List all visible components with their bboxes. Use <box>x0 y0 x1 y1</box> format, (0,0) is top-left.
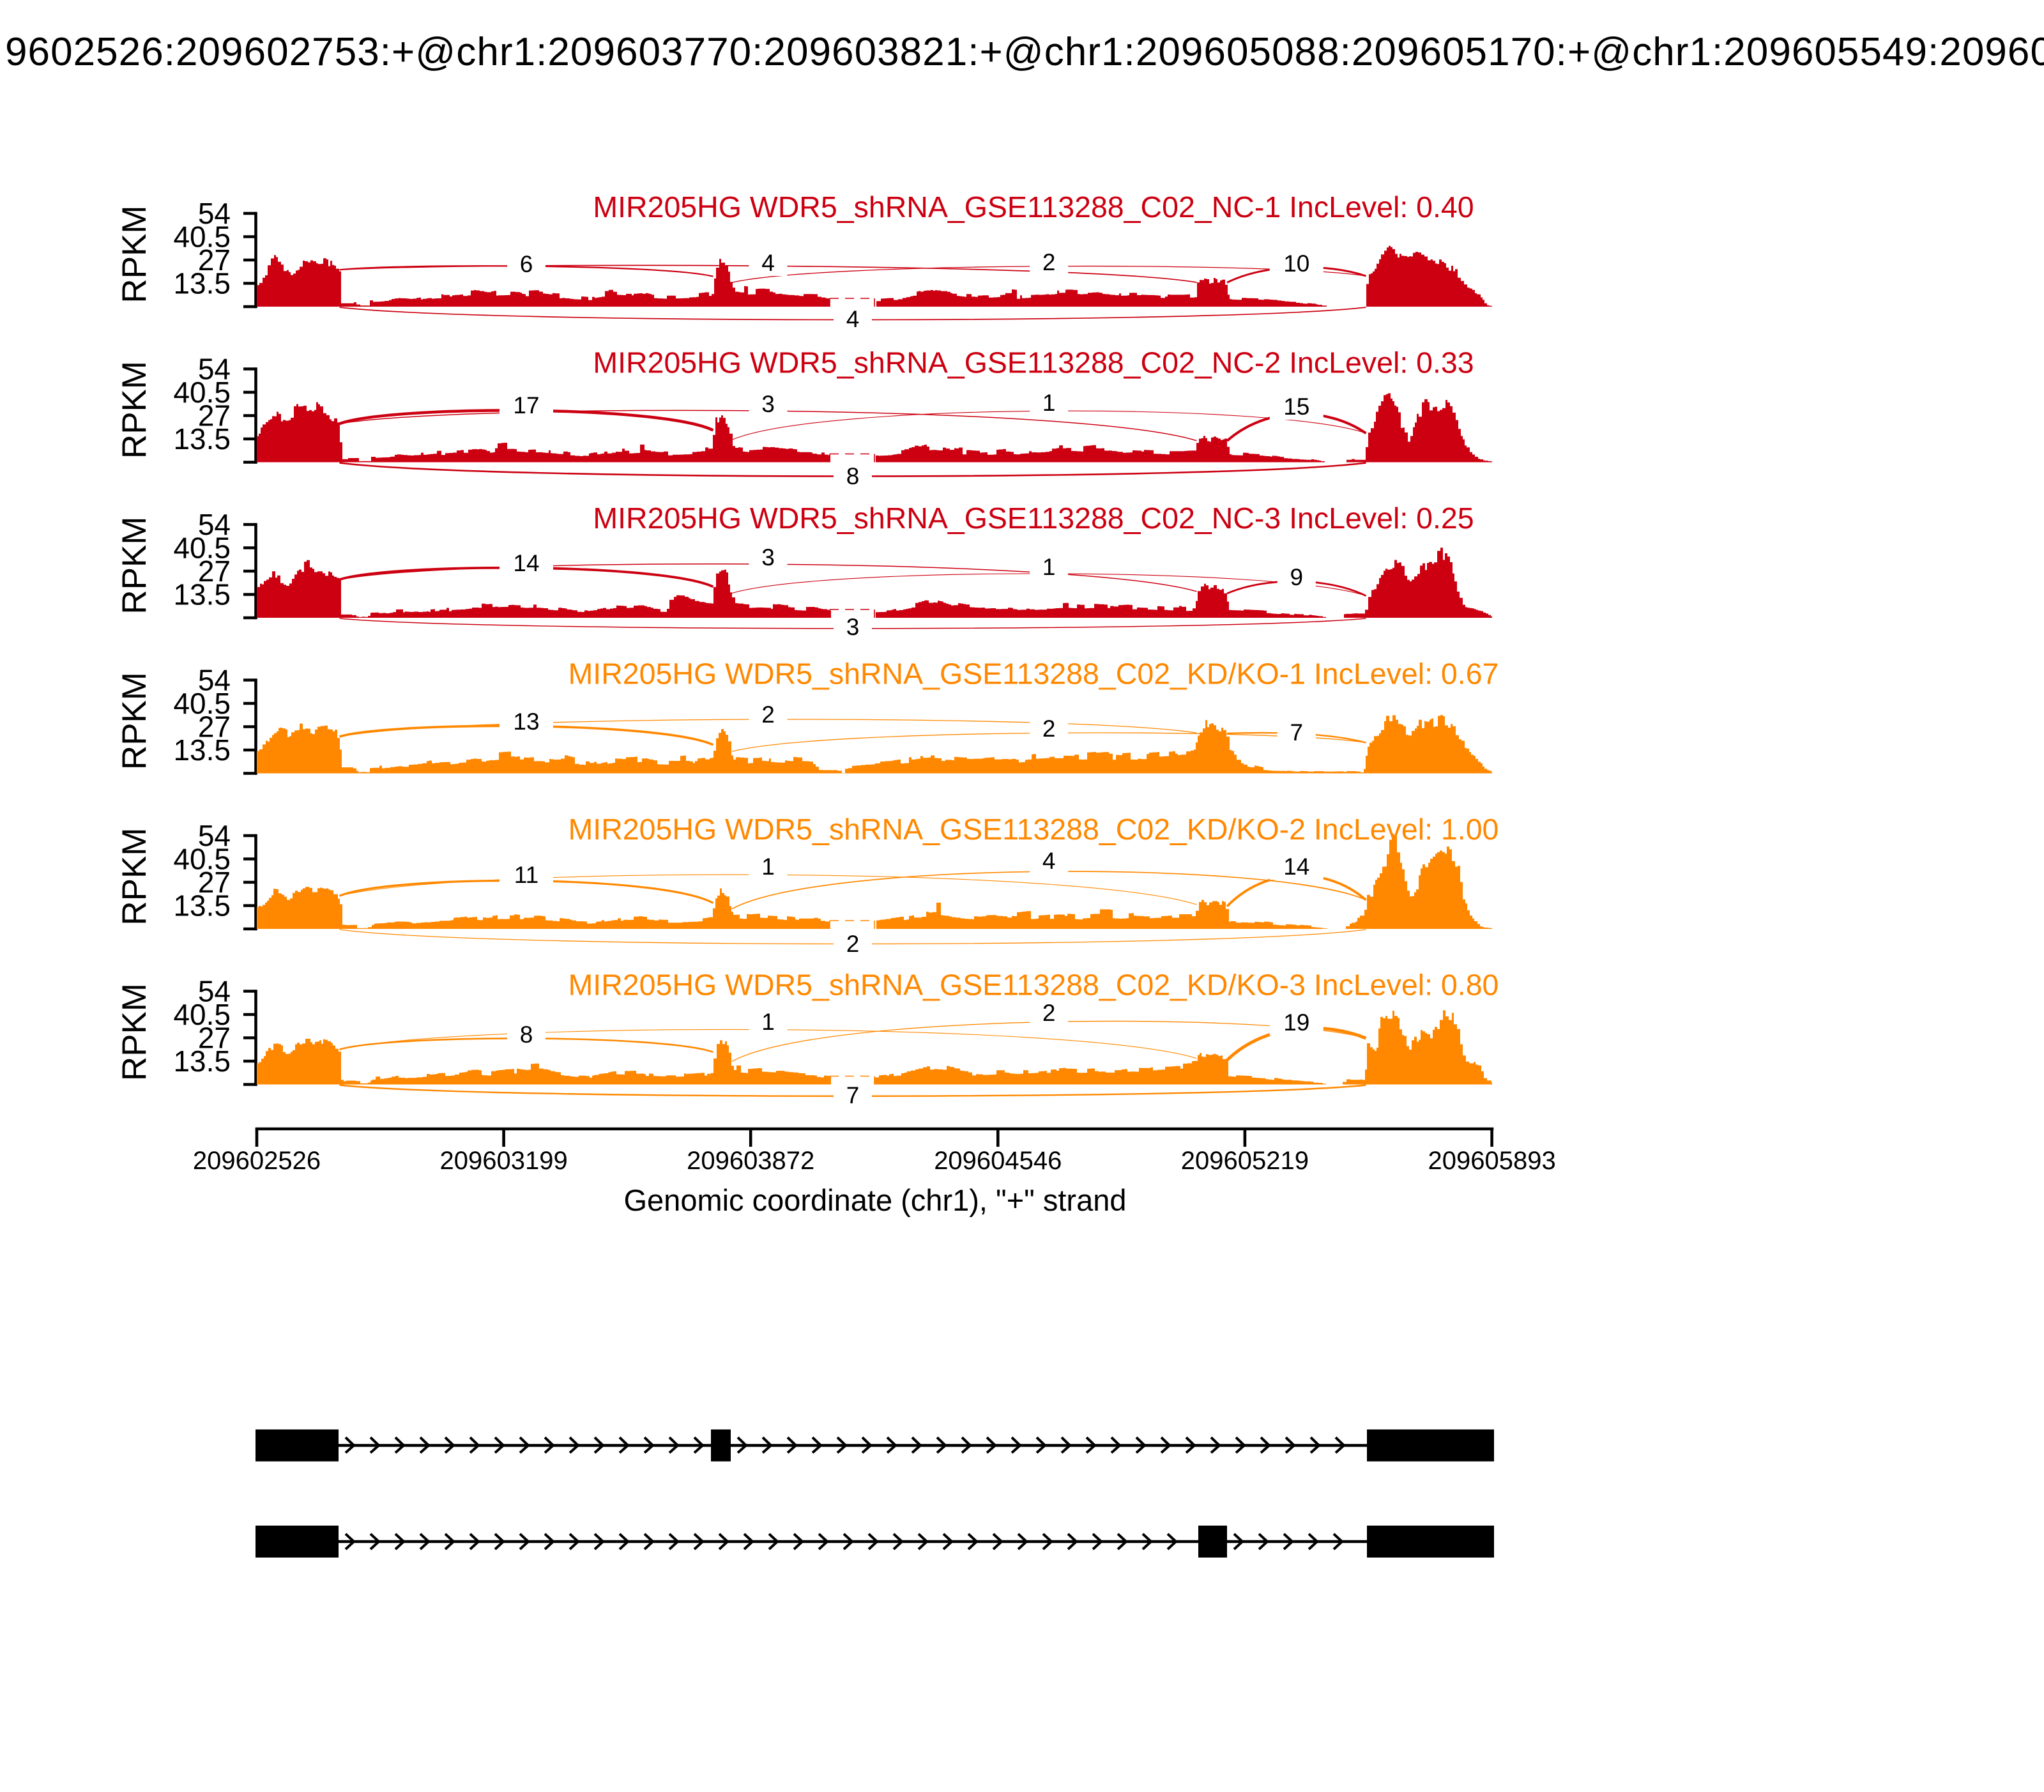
svg-text:Genomic coordinate (chr1), "+": Genomic coordinate (chr1), "+" strand <box>623 1183 1126 1217</box>
svg-text:1: 1 <box>1042 390 1056 416</box>
svg-text:RPKM: RPKM <box>116 361 153 459</box>
svg-text:13.5: 13.5 <box>173 422 231 456</box>
svg-text:4: 4 <box>1042 848 1056 874</box>
svg-text:27: 27 <box>198 866 231 899</box>
svg-text:27: 27 <box>198 710 231 744</box>
svg-text:MIR205HG WDR5_shRNA_GSE113288_: MIR205HG WDR5_shRNA_GSE113288_C02_KD/KO-… <box>568 657 1499 691</box>
svg-text:RPKM: RPKM <box>116 827 153 925</box>
svg-text:54: 54 <box>198 975 231 1008</box>
svg-text:1: 1 <box>761 1009 775 1035</box>
svg-text:14: 14 <box>513 550 539 576</box>
svg-text:2: 2 <box>1042 716 1056 742</box>
svg-text:RPKM: RPKM <box>116 983 153 1081</box>
svg-text:2: 2 <box>1042 1000 1056 1026</box>
svg-text:209605219: 209605219 <box>1181 1147 1309 1175</box>
svg-text:27: 27 <box>198 555 231 588</box>
svg-text:MIR205HG WDR5_shRNA_GSE113288_: MIR205HG WDR5_shRNA_GSE113288_C02_NC-1 I… <box>593 190 1474 224</box>
svg-text:54: 54 <box>198 353 231 386</box>
svg-text:MIR205HG WDR5_shRNA_GSE113288_: MIR205HG WDR5_shRNA_GSE113288_C02_NC-2 I… <box>593 346 1474 379</box>
svg-text:27: 27 <box>198 399 231 433</box>
svg-text:10: 10 <box>1283 250 1309 277</box>
svg-text:6: 6 <box>520 251 533 277</box>
svg-text:9: 9 <box>1290 564 1304 590</box>
svg-text:11: 11 <box>514 862 538 888</box>
svg-text:RPKM: RPKM <box>116 205 153 303</box>
svg-text:4: 4 <box>761 250 775 276</box>
svg-text:RPKM: RPKM <box>116 516 153 614</box>
svg-text:9602526:209602753:+@chr1:20960: 9602526:209602753:+@chr1:209603770:20960… <box>5 30 2044 74</box>
svg-text:8: 8 <box>520 1022 533 1048</box>
svg-text:13.5: 13.5 <box>173 578 231 611</box>
svg-text:2: 2 <box>761 701 775 728</box>
svg-text:3: 3 <box>761 544 775 571</box>
svg-text:14: 14 <box>1283 854 1309 880</box>
svg-text:17: 17 <box>513 392 539 418</box>
svg-text:13.5: 13.5 <box>173 889 231 923</box>
svg-text:209605893: 209605893 <box>1428 1147 1555 1175</box>
svg-text:2: 2 <box>846 931 860 957</box>
svg-text:209604546: 209604546 <box>934 1147 1062 1175</box>
svg-text:3: 3 <box>846 614 860 640</box>
svg-text:2: 2 <box>1042 249 1056 275</box>
svg-text:3: 3 <box>761 391 775 417</box>
svg-text:13.5: 13.5 <box>173 267 231 300</box>
svg-text:7: 7 <box>1290 719 1304 746</box>
svg-text:MIR205HG WDR5_shRNA_GSE113288_: MIR205HG WDR5_shRNA_GSE113288_C02_NC-3 I… <box>593 502 1474 535</box>
svg-text:40.5: 40.5 <box>173 998 231 1031</box>
svg-text:13.5: 13.5 <box>173 1045 231 1078</box>
svg-text:RPKM: RPKM <box>116 672 153 770</box>
svg-text:40.5: 40.5 <box>173 220 231 254</box>
svg-text:209603199: 209603199 <box>439 1147 567 1175</box>
svg-text:209602526: 209602526 <box>193 1147 321 1175</box>
svg-text:27: 27 <box>198 1022 231 1055</box>
svg-text:40.5: 40.5 <box>173 843 231 876</box>
svg-text:MIR205HG WDR5_shRNA_GSE113288_: MIR205HG WDR5_shRNA_GSE113288_C02_KD/KO-… <box>568 969 1499 1002</box>
svg-text:40.5: 40.5 <box>173 687 231 720</box>
svg-text:1: 1 <box>761 854 775 880</box>
svg-text:54: 54 <box>198 819 231 852</box>
svg-text:4: 4 <box>846 306 860 332</box>
svg-text:40.5: 40.5 <box>173 376 231 409</box>
svg-text:1: 1 <box>1042 554 1056 580</box>
svg-text:MIR205HG WDR5_shRNA_GSE113288_: MIR205HG WDR5_shRNA_GSE113288_C02_KD/KO-… <box>568 813 1499 846</box>
svg-text:13: 13 <box>513 708 539 735</box>
svg-text:13.5: 13.5 <box>173 733 231 767</box>
svg-text:209603872: 209603872 <box>687 1147 814 1175</box>
svg-text:54: 54 <box>198 508 231 541</box>
svg-text:7: 7 <box>846 1082 860 1108</box>
svg-text:15: 15 <box>1283 394 1309 420</box>
svg-text:54: 54 <box>198 197 231 230</box>
svg-text:19: 19 <box>1283 1009 1309 1036</box>
svg-text:40.5: 40.5 <box>173 532 231 565</box>
svg-text:8: 8 <box>846 463 860 489</box>
svg-text:27: 27 <box>198 243 231 277</box>
svg-text:54: 54 <box>198 664 231 697</box>
